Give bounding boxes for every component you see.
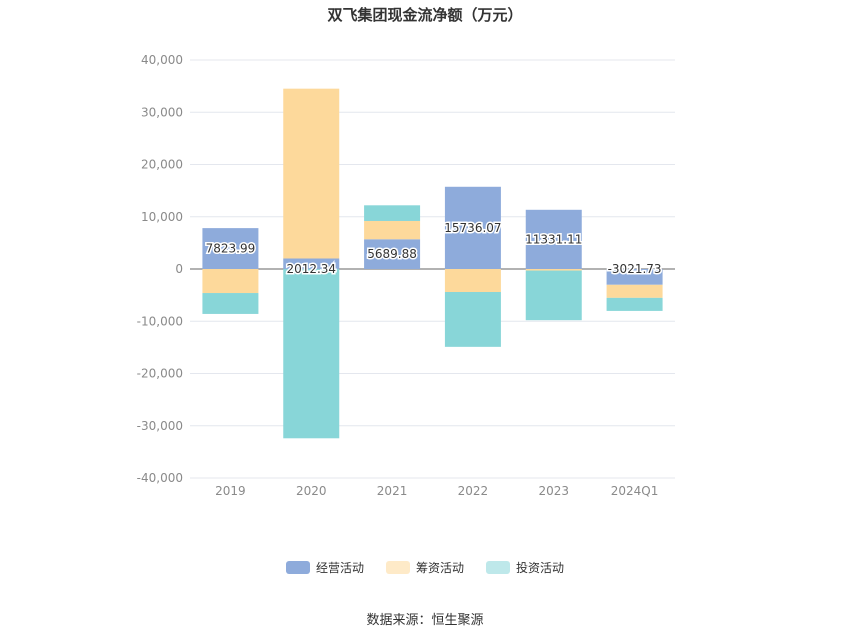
x-tick-label: 2024Q1	[611, 484, 659, 498]
legend-item-financing[interactable]: 筹资活动	[385, 559, 464, 576]
legend-item-operating[interactable]: 经营活动	[285, 559, 364, 576]
bar-investing[interactable]	[444, 291, 501, 347]
legend-label-investing: 投资活动	[516, 561, 565, 575]
data-label-operating: 15736.07	[444, 221, 501, 235]
value-label-layer: 7823.99 2012.34 5689.88 15736.07 11331.11 -30…	[204, 219, 663, 277]
tick-label-layer: 40,000 30,000 20,000 10,000 0 -10,000 -20,000 -…	[137, 53, 659, 498]
grid-layer	[190, 59, 675, 479]
bar-operating[interactable]	[525, 209, 582, 269]
x-tick-label: 2023	[538, 484, 569, 498]
bar-financing[interactable]	[364, 220, 421, 240]
cash-flow-chart: 7823.99 2012.34 5689.88 15736.07 11331.11 -30…	[137, 53, 675, 498]
legend-label-operating: 经营活动	[315, 561, 364, 575]
bar-operating[interactable]	[202, 228, 259, 269]
x-tick-label: 2019	[215, 484, 246, 498]
bar-investing[interactable]	[283, 269, 340, 439]
y-tick-label: 30,000	[141, 105, 183, 119]
data-label-operating: 11331.11	[525, 232, 582, 246]
y-tick-label: 20,000	[141, 158, 183, 172]
bar-investing[interactable]	[525, 270, 582, 321]
bar-financing[interactable]	[202, 269, 259, 294]
data-label-operating: -3021.73	[608, 262, 662, 276]
y-tick-label: -40,000	[137, 471, 183, 485]
legend-item-investing[interactable]: 投资活动	[486, 559, 564, 576]
x-tick-label: 2021	[377, 484, 408, 498]
data-label-operating: 5689.88	[367, 247, 417, 261]
bar-investing[interactable]	[606, 297, 663, 311]
bar-layer	[202, 88, 663, 439]
y-tick-label: -10,000	[137, 314, 183, 328]
bar-operating[interactable]	[283, 258, 340, 269]
x-tick-label: 2022	[458, 484, 489, 498]
data-label-operating: 2012.34	[286, 262, 336, 276]
legend-label-financing: 筹资活动	[415, 561, 464, 575]
source-note: 数据来源：恒生聚源	[366, 613, 484, 628]
y-tick-label: 0	[175, 262, 183, 276]
bar-financing[interactable]	[606, 284, 663, 298]
bar-financing[interactable]	[525, 269, 582, 271]
chart-title: 双飞集团现金流净额（万元）	[327, 6, 523, 24]
bar-operating[interactable]	[606, 269, 663, 285]
legend: 经营活动 筹资活动 投资活动	[0, 559, 850, 576]
bar-investing[interactable]	[364, 205, 421, 221]
bar-operating[interactable]	[444, 186, 501, 269]
legend-swatch-operating	[285, 561, 310, 574]
bar-operating[interactable]	[364, 239, 421, 269]
y-tick-label: 10,000	[141, 210, 183, 224]
y-tick-label: 40,000	[141, 53, 183, 67]
data-label-operating: 7823.99	[206, 242, 256, 256]
bar-financing[interactable]	[283, 88, 340, 259]
bar-investing[interactable]	[202, 293, 259, 314]
legend-swatch-financing	[385, 561, 410, 574]
y-tick-label: -30,000	[137, 419, 183, 433]
y-tick-label: -20,000	[137, 367, 183, 381]
legend-swatch-investing	[486, 561, 510, 574]
x-tick-label: 2020	[296, 484, 327, 498]
bar-financing[interactable]	[444, 269, 501, 292]
